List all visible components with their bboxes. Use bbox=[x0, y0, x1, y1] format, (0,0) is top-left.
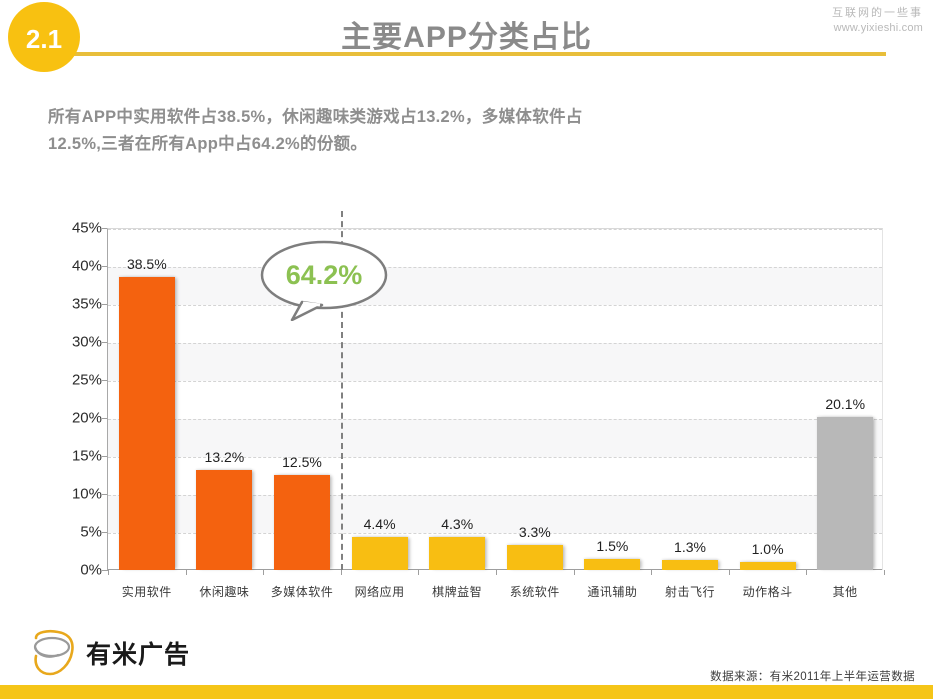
grid-line bbox=[108, 457, 882, 458]
x-axis-tick-mark bbox=[185, 570, 187, 575]
y-axis-tick-label: 5% bbox=[80, 523, 102, 541]
bar bbox=[429, 537, 486, 570]
brand-logo: 有米广告 bbox=[28, 628, 190, 678]
y-axis-tick-mark bbox=[102, 456, 108, 457]
plot-area: 38.5% 实用软件 13.2% 休闲趣味 12.5% 多媒体软件 4.4% 网络应用 4.3%… bbox=[107, 211, 885, 599]
bar-chart: 0% 5% 10% 15% 20% 25% 30% 35% 40% 45% 38.5% 实用软件 13… bbox=[0, 210, 933, 600]
x-axis-tick-label: 多媒体软件 bbox=[270, 585, 334, 599]
bar-value-label: 4.4% bbox=[363, 515, 396, 532]
group-divider-line bbox=[340, 211, 343, 570]
watermark-url: www.yixieshi.com bbox=[833, 21, 923, 34]
y-axis-tick-mark bbox=[102, 570, 108, 571]
x-axis-tick-mark bbox=[496, 570, 497, 575]
grid-line bbox=[108, 343, 882, 344]
y-axis-tick-mark bbox=[102, 228, 108, 229]
bar-value-label: 20.1% bbox=[825, 396, 866, 413]
bar bbox=[274, 475, 330, 570]
plot-band bbox=[108, 419, 882, 457]
grid-line bbox=[108, 533, 882, 534]
bar-value-label: 13.2% bbox=[204, 448, 245, 465]
grid-line bbox=[108, 381, 882, 382]
x-axis-tick-label: 动作格斗 bbox=[742, 585, 793, 599]
x-axis-tick-label: 通讯辅助 bbox=[587, 585, 638, 599]
y-axis-tick-label: 40% bbox=[71, 257, 102, 275]
y-axis-tick-mark bbox=[102, 266, 108, 267]
y-axis-tick-mark bbox=[102, 532, 108, 533]
grid-line bbox=[108, 229, 882, 230]
x-axis-tick-mark bbox=[651, 570, 653, 575]
x-axis-tick-label: 实用软件 bbox=[121, 585, 172, 599]
watermark: 互联网的一些事 www.yixieshi.com bbox=[832, 6, 923, 36]
x-axis-baseline bbox=[108, 569, 882, 570]
bar-value-label: 1.5% bbox=[596, 537, 629, 554]
page-title: 主要APP分类占比 bbox=[341, 21, 592, 54]
x-axis-tick-mark bbox=[884, 570, 885, 575]
bar bbox=[196, 469, 253, 570]
plot-band bbox=[108, 343, 882, 381]
x-axis-tick-mark bbox=[728, 570, 730, 575]
x-axis-tick-label: 棋牌益智 bbox=[432, 585, 483, 599]
grid-line bbox=[108, 419, 882, 420]
bar bbox=[817, 417, 874, 570]
bar-value-label: 1.3% bbox=[674, 539, 706, 556]
header-divider-rule bbox=[58, 52, 886, 56]
y-axis-tick-label: 20% bbox=[71, 409, 102, 427]
watermark-site-name: 互联网的一些事 bbox=[832, 7, 923, 19]
callout-value: 64.2% bbox=[285, 259, 363, 290]
bar-value-label: 4.3% bbox=[441, 516, 474, 533]
x-axis-tick-label: 休闲趣味 bbox=[199, 585, 250, 599]
y-axis-tick-label: 25% bbox=[71, 371, 102, 389]
y-axis-tick-mark bbox=[102, 418, 108, 419]
bar bbox=[118, 277, 175, 570]
speech-bubble-icon bbox=[260, 240, 388, 321]
bar bbox=[506, 544, 563, 570]
bar-value-label: 3.3% bbox=[518, 523, 551, 540]
callout-bubble: 64.2% bbox=[258, 239, 398, 321]
bar bbox=[584, 558, 641, 570]
bar-value-label: 1.0% bbox=[751, 541, 784, 558]
grid-line bbox=[108, 267, 882, 268]
y-axis-tick-label: 35% bbox=[71, 295, 102, 313]
bar bbox=[662, 560, 718, 570]
x-axis-tick-label: 系统软件 bbox=[509, 585, 560, 599]
x-axis-tick-label: 网络应用 bbox=[354, 585, 405, 599]
bar-value-label: 38.5% bbox=[126, 256, 167, 273]
y-axis-tick-mark bbox=[102, 304, 108, 305]
bar bbox=[351, 536, 408, 570]
x-axis-tick-mark bbox=[263, 570, 265, 575]
x-axis-tick-mark bbox=[108, 570, 109, 575]
subtitle-line-1: 所有APP中实用软件占38.5%，休闲趣味类游戏占13.2%，多媒体软件占 bbox=[48, 108, 583, 126]
y-axis-tick-label: 15% bbox=[71, 447, 102, 465]
y-axis-tick-label: 10% bbox=[71, 485, 102, 503]
grid-line bbox=[108, 495, 882, 496]
footer-accent-bar bbox=[0, 685, 933, 699]
y-axis-tick-mark bbox=[102, 380, 108, 381]
subtitle-text: 所有APP中实用软件占38.5%，休闲趣味类游戏占13.2%，多媒体软件占 12… bbox=[48, 104, 848, 158]
youmi-logo-icon bbox=[33, 629, 74, 676]
plot-band bbox=[108, 267, 882, 305]
y-axis-tick-label: 45% bbox=[71, 219, 102, 237]
x-axis-tick-mark bbox=[418, 570, 420, 575]
bar-value-label: 12.5% bbox=[282, 454, 322, 470]
x-axis-tick-mark bbox=[340, 570, 342, 575]
grid-line bbox=[108, 305, 882, 306]
x-axis-tick-label: 射击飞行 bbox=[664, 585, 716, 599]
y-axis: 0% 5% 10% 15% 20% 25% 30% 35% 40% 45% bbox=[52, 220, 108, 579]
y-axis-tick-mark bbox=[102, 494, 108, 495]
brand-name: 有米广告 bbox=[86, 641, 191, 669]
section-number-label: 2.1 bbox=[25, 24, 63, 54]
section-number-badge: 2.1 bbox=[8, 2, 80, 72]
subtitle-line-2: 12.5%,三者在所有App中占64.2%的份额。 bbox=[48, 135, 368, 154]
y-axis-tick-mark bbox=[102, 342, 108, 343]
x-axis-tick-mark bbox=[806, 570, 808, 575]
y-axis-tick-label: 0% bbox=[80, 561, 102, 579]
data-source-note: 数据来源：有米2011年上半年运营数据 bbox=[710, 671, 915, 683]
bar bbox=[739, 562, 796, 570]
x-axis-tick-mark bbox=[573, 570, 575, 575]
x-axis-tick-label: 其他 bbox=[832, 585, 858, 599]
y-axis-tick-label: 30% bbox=[71, 333, 102, 351]
